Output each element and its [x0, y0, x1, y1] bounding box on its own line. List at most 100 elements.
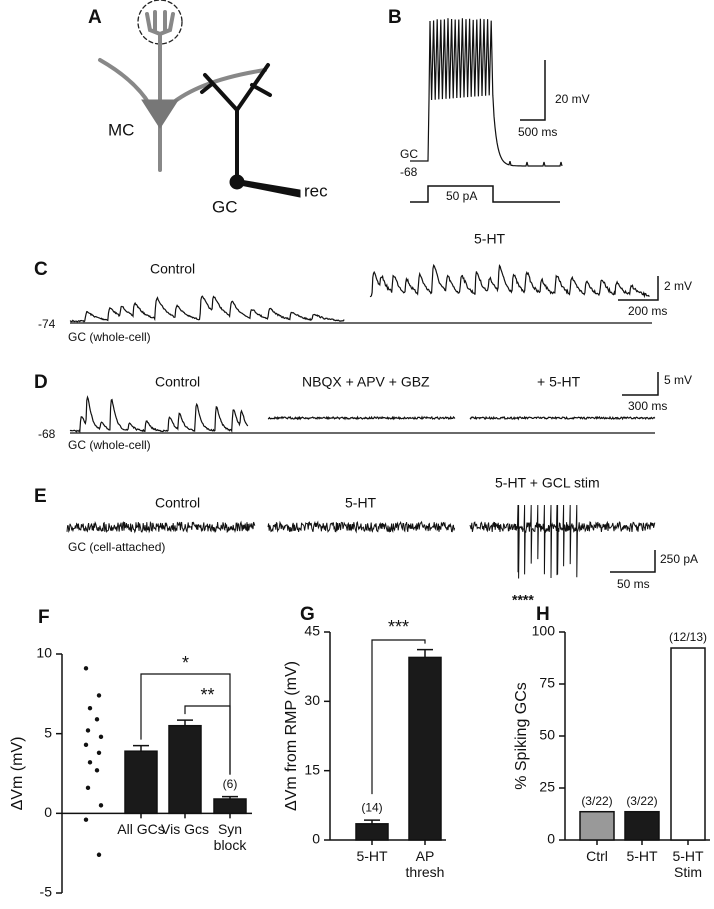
data-point	[87, 705, 93, 711]
mitral-cell-soma	[141, 99, 179, 129]
panel-label: C	[34, 259, 48, 280]
label: 5-HT	[474, 231, 506, 247]
x-tick-label: Vis Gcs	[161, 821, 209, 838]
y-tick-label: 10	[36, 645, 52, 661]
data-point	[83, 742, 89, 748]
label: GC (whole-cell)	[68, 438, 151, 452]
error-bar	[417, 648, 433, 658]
significance: ****	[512, 592, 534, 608]
label: GC	[212, 197, 238, 216]
label: rec	[304, 181, 328, 200]
panel-label: E	[34, 486, 47, 507]
y-axis-label: % Spiking GCs	[513, 682, 530, 790]
trace	[410, 18, 563, 167]
neuron-diagram	[98, 0, 301, 198]
n-label: (14)	[361, 800, 382, 814]
data-point	[96, 750, 102, 755]
label: GC (whole-cell)	[68, 330, 151, 344]
y-tick-label: 45	[304, 623, 320, 639]
mitral-cell-dendrite	[145, 10, 175, 172]
x-tick-label: 5-HT	[626, 848, 658, 864]
error-bar	[177, 719, 193, 726]
label: 20 mV	[555, 92, 590, 106]
trace	[369, 263, 650, 299]
y-tick-label: 0	[44, 804, 52, 820]
bracket	[184, 705, 231, 775]
x-tick-label-box: All GCs	[117, 821, 165, 838]
x-tick-label: All GCs	[117, 821, 165, 838]
x-tick-label: Syn block	[213, 821, 247, 854]
bar	[213, 798, 247, 815]
y-tick-label: 75	[539, 675, 555, 691]
x-tick-label-box: AP thresh	[405, 848, 445, 880]
label: 50 pA	[446, 189, 477, 203]
value-label: (3/22)	[581, 794, 612, 808]
y-tick-label: 0	[547, 831, 555, 847]
data-point	[96, 852, 102, 857]
significance: ***	[388, 617, 409, 637]
significance: **	[200, 685, 214, 705]
value-label: (12/13)	[669, 630, 707, 644]
label: MC	[108, 120, 134, 139]
trace	[69, 395, 249, 434]
data-point	[87, 760, 93, 765]
label: 300 ms	[628, 399, 667, 413]
label: -74	[38, 317, 56, 331]
panel-label: A	[88, 7, 102, 28]
label: 5-HT	[345, 495, 377, 511]
bar	[624, 810, 660, 841]
label: GC (cell-attached)	[68, 540, 165, 554]
scale-bar	[520, 60, 546, 121]
panel-label: D	[34, 372, 48, 393]
y-tick-label: 15	[304, 761, 320, 777]
y-axis-label: ΔVm from RMP (mV)	[283, 661, 300, 811]
y-tick-label: 0	[312, 831, 320, 847]
data-point	[94, 717, 100, 722]
scale-bar	[622, 372, 659, 396]
scale-bar	[618, 276, 659, 301]
x-tick-label: AP thresh	[405, 848, 445, 880]
label: + 5-HT	[537, 374, 581, 390]
trace	[69, 295, 345, 323]
n-label: (6)	[223, 777, 238, 791]
label: NBQX + APV + GBZ	[302, 374, 430, 390]
x-tick-label: 5-HT	[356, 848, 388, 864]
data-point	[83, 666, 89, 671]
data-point	[98, 803, 104, 808]
label: 5-HT + GCL stim	[495, 475, 600, 491]
trace	[469, 504, 656, 579]
x-tick-label-box: 5-HT	[356, 848, 388, 864]
panel-label: F	[38, 607, 50, 628]
panel-label: B	[388, 7, 402, 28]
label: -68	[38, 427, 56, 441]
y-axis-label: ΔVm (mV)	[9, 737, 26, 811]
y-tick-label: 50	[539, 727, 555, 743]
recording-electrode	[239, 179, 301, 198]
x-tick-label-box: Vis Gcs	[161, 821, 209, 838]
label: Control	[150, 261, 195, 277]
label: GC	[400, 147, 418, 161]
data-point	[98, 734, 104, 740]
label: 250 pA	[660, 552, 698, 566]
bracket	[371, 639, 426, 795]
label: 2 mV	[664, 279, 692, 293]
trace	[267, 520, 456, 534]
significance: *	[182, 653, 189, 673]
stim-step	[410, 185, 560, 203]
y-tick-label: -5	[40, 884, 53, 900]
bar	[670, 647, 706, 841]
label: 500 ms	[518, 125, 557, 139]
error-bar	[133, 744, 149, 752]
mitral-cell-lateral-dendrite	[98, 58, 267, 107]
label: 5 mV	[664, 373, 692, 387]
y-tick-label: 100	[532, 623, 556, 639]
data-point	[96, 693, 102, 698]
error-bar	[222, 795, 238, 799]
bar	[408, 656, 442, 841]
label: 200 ms	[628, 304, 667, 318]
trace	[469, 415, 656, 421]
granule-cell-dendrite	[200, 63, 272, 184]
y-tick-label: 30	[304, 692, 320, 708]
panel-label: G	[300, 604, 315, 625]
